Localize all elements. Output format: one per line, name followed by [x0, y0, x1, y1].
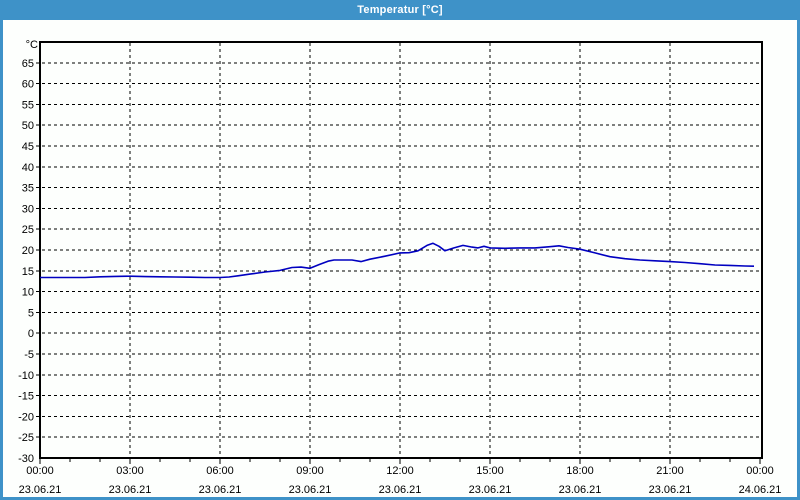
window-titlebar: Temperatur [°C] [0, 0, 800, 20]
y-tick-label: 0 [28, 328, 34, 340]
y-tick-label: 60 [22, 79, 34, 91]
x-tick-date-label: 23.06.21 [289, 484, 332, 496]
temperature-line [40, 242, 755, 279]
x-tick-date-label: 23.06.21 [559, 484, 602, 496]
y-tick-label: 5 [28, 307, 34, 319]
plot-border [39, 41, 763, 459]
y-tick-label: 55 [22, 99, 34, 111]
x-tick-date-label: 24.06.21 [739, 484, 782, 496]
y-tick-label: -25 [18, 432, 34, 444]
y-tick-label: -5 [24, 349, 34, 361]
y-tick-label: 15 [22, 266, 34, 278]
y-axis-unit-label: °C [26, 39, 38, 51]
y-tick-label: 10 [22, 287, 34, 299]
y-tick-label: 30 [22, 203, 34, 215]
x-tick-date-label: 23.06.21 [109, 484, 152, 496]
y-tick-label: 40 [22, 162, 34, 174]
x-tick-time-label: 18:00 [566, 465, 594, 477]
axes-and-ticks [36, 62, 761, 464]
chart-area: 65 60 55 50 45 40 35 30 25 20 15 10 5 0 -5 -10 -15 -20 -25… [3, 20, 797, 497]
axis-labels: 65605550454035302520151050-5-10-15-20-25… [18, 39, 781, 496]
x-tick-date-label: 23.06.21 [199, 484, 242, 496]
x-tick-date-label: 23.06.21 [379, 484, 422, 496]
y-tick-label: -30 [18, 453, 34, 465]
y-tick-label: -15 [18, 391, 34, 403]
x-tick-time-label: 06:00 [206, 465, 234, 477]
x-tick-date-label: 23.06.21 [469, 484, 512, 496]
x-tick-time-label: 21:00 [656, 465, 684, 477]
x-tick-time-label: 00:00 [746, 465, 774, 477]
y-tick-label: 50 [22, 120, 34, 132]
y-tick-label: 25 [22, 224, 34, 236]
y-tick-label: -10 [18, 370, 34, 382]
x-tick-time-label: 00:00 [26, 465, 54, 477]
gridlines [42, 43, 761, 457]
y-tick-label: 65 [22, 58, 34, 70]
x-tick-date-label: 23.06.21 [649, 484, 692, 496]
y-tick-label: -20 [18, 411, 34, 423]
x-tick-time-label: 03:00 [116, 465, 144, 477]
y-tick-label: 35 [22, 183, 34, 195]
x-tick-time-label: 12:00 [386, 465, 414, 477]
y-tick-label: 20 [22, 245, 34, 257]
temperature-chart: 65605550454035302520151050-5-10-15-20-25… [18, 39, 781, 496]
x-tick-date-label: 23.06.21 [19, 484, 62, 496]
y-tick-label: 45 [22, 141, 34, 153]
x-tick-time-label: 15:00 [476, 465, 504, 477]
window-title: Temperatur [°C] [357, 4, 443, 16]
x-tick-time-label: 09:00 [296, 465, 324, 477]
